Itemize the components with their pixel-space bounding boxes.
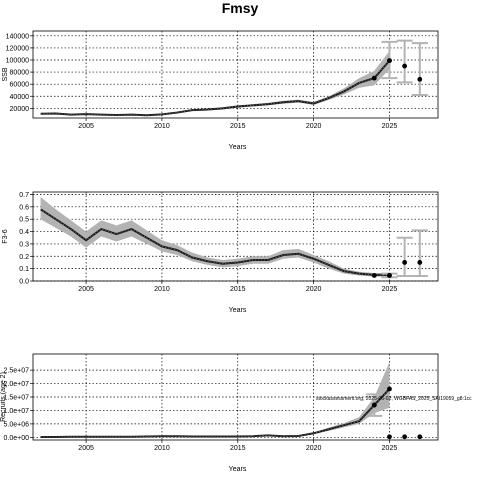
y-tick-label: 0.6 (19, 204, 29, 211)
y-tick-label: 0.5 (19, 217, 29, 224)
y-tick-label: 120000 (6, 45, 29, 52)
data-point (402, 434, 408, 440)
x-tick-label: 2010 (154, 445, 170, 452)
forecast-point (417, 76, 423, 82)
y-tick-label: 100000 (6, 58, 29, 65)
x-tick-label: 2025 (382, 445, 398, 452)
estimate-line-highlight (40, 388, 390, 438)
y-tick-label: 1.5e+07 (4, 395, 30, 402)
x-tick-label: 2020 (306, 123, 322, 130)
x-tick-label: 2010 (154, 123, 170, 130)
x-tick-label: 2015 (230, 286, 246, 293)
confidence-band (40, 196, 390, 277)
x-tick-label: 2025 (382, 123, 398, 130)
x-tick-label: 2005 (78, 445, 94, 452)
x-tick-label: 2015 (230, 445, 246, 452)
y-tick-label: 1.0e+07 (4, 408, 30, 415)
y-tick-label: 0.7 (19, 192, 29, 199)
chart-panel-1: 2005 2010 2015 2020 2025 20000 40000 60000 80000… (2, 30, 439, 151)
plot-frame (32, 30, 439, 119)
data-point (371, 273, 377, 278)
estimate-line-highlight (40, 60, 390, 116)
stockassessment-note: stockassessment.org, 2025-06-02, WGBFAS_… (316, 396, 472, 402)
forecast-point (387, 58, 392, 64)
forecast-point (402, 63, 408, 69)
x-tick-label: 2020 (306, 445, 322, 452)
estimate-line (40, 208, 390, 276)
confidence-band (40, 50, 390, 116)
x-tick-label: 2005 (78, 123, 94, 130)
y-axis-label: Recruits (age 2) (0, 372, 7, 422)
figure-title: Fmsy (222, 0, 259, 16)
y-tick-label: 20000 (10, 106, 30, 113)
y-tick-label: 0.3 (19, 241, 29, 248)
panels: 2005 2010 2015 2020 2025 20000 40000 60000 80000… (0, 30, 439, 473)
forecast-point (371, 402, 377, 408)
y-tick-label: 5.0e+06 (4, 421, 30, 428)
x-tick-label: 2015 (230, 123, 246, 130)
forecast-point (417, 260, 423, 265)
data-point (387, 434, 392, 440)
forecast-point (387, 273, 392, 278)
y-tick-label: 0.2 (19, 254, 29, 261)
y-tick-label: 0.4 (19, 229, 29, 236)
y-tick-label: 140000 (6, 33, 29, 40)
x-axis-label: Years (229, 466, 247, 473)
x-tick-label: 2025 (382, 286, 398, 293)
plot-frame (32, 191, 439, 282)
y-tick-label: 2.0e+07 (4, 381, 30, 388)
x-tick-label: 2010 (154, 286, 170, 293)
y-tick-label: 0.0 (19, 279, 29, 286)
data-point (371, 75, 377, 81)
x-tick-label: 2020 (306, 286, 322, 293)
data-point (387, 386, 392, 392)
data-point (417, 434, 423, 440)
y-tick-label: 0.1 (19, 266, 29, 273)
y-axis-label: F3-6 (2, 229, 9, 244)
x-tick-label: 2005 (78, 286, 94, 293)
y-tick-label: 60000 (10, 82, 30, 89)
x-axis-label: Years (229, 307, 247, 314)
x-axis-label: Years (229, 144, 247, 151)
estimate-line (40, 59, 391, 117)
chart-panel-3: 2005 2010 2015 2020 2025 0.0e+00 5.0e+06 1.0e+0… (0, 353, 439, 473)
chart-panel-2: 2005 2010 2015 2020 2025 0.0 0.1 0.2 0.3 0.4 0.5 0.… (2, 191, 439, 314)
y-tick-label: 2.5e+07 (4, 368, 30, 375)
y-axis-label: SSB (2, 67, 9, 81)
y-tick-label: 80000 (10, 70, 30, 77)
y-tick-label: 40000 (10, 94, 30, 101)
y-tick-label: 0.0e+00 (4, 435, 30, 442)
forecast-point (402, 260, 408, 265)
